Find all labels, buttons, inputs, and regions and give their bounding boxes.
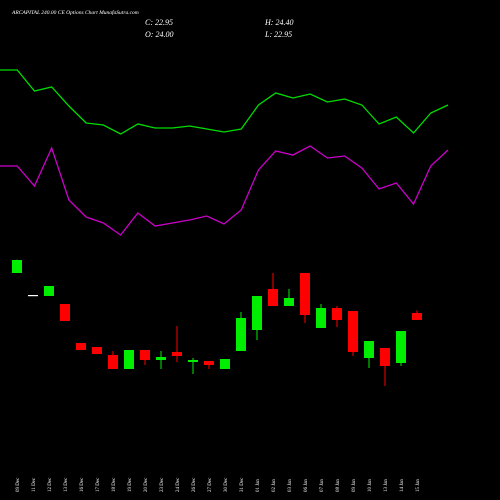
x-tick-label: 02 Jan [272,479,277,492]
candle-body [76,343,86,350]
candle-body [156,357,166,360]
candle-body [412,313,422,320]
candle-body [172,352,182,356]
x-tick-label: 01 Jan [256,479,261,492]
open-label: O: 24.00 [145,30,173,39]
x-tick-label: 17 Dec [96,477,101,492]
x-tick-label: 13 Dec [64,477,69,492]
x-tick-label: 06 Jan [304,479,309,492]
x-tick-label: 26 Dec [192,477,197,492]
candle-body [124,350,134,369]
x-tick-label: 10 Jan [368,479,373,492]
x-tick-label: 16 Dec [80,477,85,492]
x-tick-label: 27 Dec [208,477,213,492]
x-tick-label: 23 Dec [160,477,165,492]
candle-body [28,295,38,297]
high-label: H: 24.40 [264,18,293,27]
x-tick-label: 08 Jan [336,479,341,492]
x-tick-label: 24 Dec [176,477,181,492]
candle-body [236,318,246,351]
x-tick-label: 03 Jan [288,479,293,492]
x-tick-label: 30 Dec [224,477,229,492]
indicator-line [0,145,449,236]
candle-body [268,289,278,306]
candle-body [396,331,406,363]
candle-body [380,348,390,366]
x-tick-label: 11 Dec [32,477,37,492]
x-tick-label: 12 Dec [48,477,53,492]
x-tick-label: 07 Jan [320,479,325,492]
candle-body [188,360,198,362]
candle-body [332,308,342,320]
x-tick-label: 09 Jan [352,479,357,492]
x-tick-label: 18 Dec [112,477,117,492]
candle-body [316,308,326,328]
candle-body [12,260,22,273]
candle-body [220,359,230,369]
candle-body [44,286,54,296]
candle-body [284,298,294,306]
close-label: C: 22.95 [145,18,173,27]
x-tick-label: 13 Jan [384,479,389,492]
x-tick-label: 15 Jan [416,479,421,492]
indicator-line [0,69,449,135]
candle-body [60,304,70,321]
chart-title: ARCAPITAL 240.00 CE Options Chart Munafa… [11,9,139,16]
x-tick-label: 20 Dec [144,477,149,492]
low-label: L: 22.95 [264,30,292,39]
x-tick-label: 19 Dec [128,477,133,492]
candle-body [108,355,118,369]
x-tick-label: 09 Dec [16,477,21,492]
candle-body [364,341,374,358]
candle-body [300,273,310,315]
candle-body [140,350,150,360]
x-tick-label: 31 Dec [240,477,245,492]
candle-body [92,347,102,354]
x-tick-label: 14 Jan [400,479,405,492]
candle-body [252,296,262,330]
candle-body [204,361,214,365]
candle-body [348,311,358,352]
